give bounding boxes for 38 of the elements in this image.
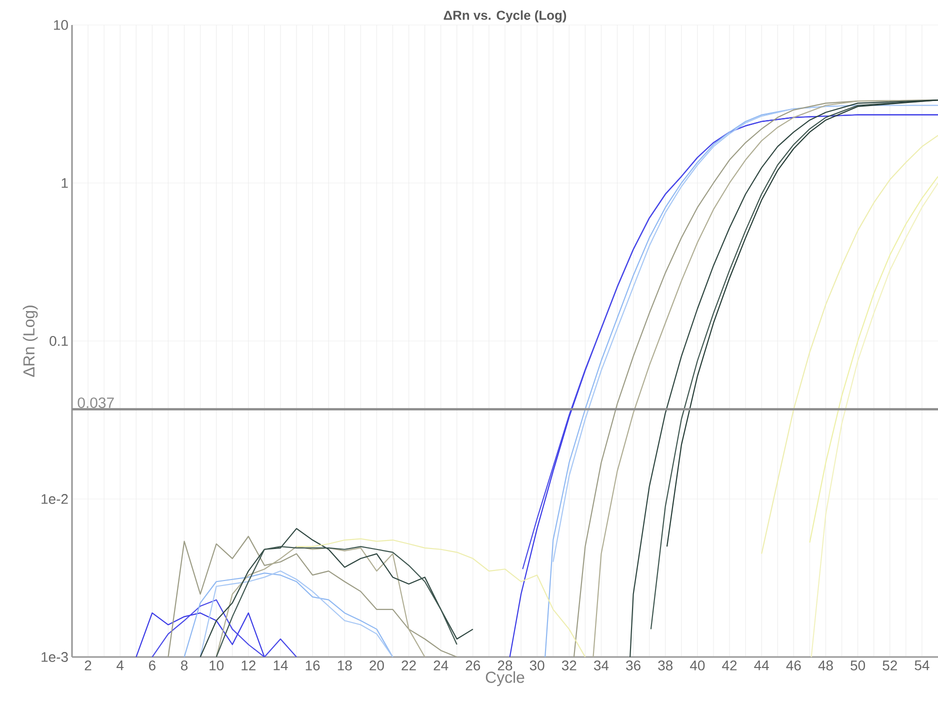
y-tick-label: 0.1 — [50, 336, 68, 346]
x-tick-label: 50 — [850, 660, 866, 670]
x-tick-label: 26 — [466, 660, 480, 670]
x-tick-label: 46 — [786, 660, 801, 670]
x-tick-label: 36 — [626, 660, 640, 670]
x-tick-label: 38 — [658, 660, 673, 670]
ref-line-label: 0.037 — [78, 397, 114, 408]
y-axis-title: ΔRn (Log) — [22, 306, 38, 377]
y-tick-label: 1 — [62, 178, 68, 188]
x-tick-label: 14 — [274, 660, 288, 670]
line-series — [809, 176, 938, 544]
x-tick-label: 16 — [306, 660, 320, 670]
x-tick-label: 30 — [530, 660, 544, 670]
x-tick-label: 4 — [116, 660, 124, 670]
x-tick-label: 8 — [180, 660, 188, 670]
x-tick-label: 42 — [722, 660, 737, 670]
x-tick-label: 12 — [242, 660, 256, 670]
x-tick-label: 2 — [84, 660, 92, 670]
x-axis-title: Cycle — [486, 671, 524, 686]
y-tick-label: 10 — [54, 20, 68, 30]
x-tick-label: 24 — [434, 660, 448, 670]
x-tick-label: 22 — [402, 660, 416, 670]
y-tick-label: 1e-3 — [42, 652, 68, 662]
x-tick-label: 40 — [690, 660, 705, 670]
x-tick-label: 18 — [338, 660, 352, 670]
x-tick-label: 44 — [754, 660, 769, 670]
x-tick-label: 52 — [882, 660, 897, 670]
x-tick-label: 20 — [370, 660, 384, 670]
x-tick-label: 28 — [498, 660, 512, 670]
x-tick-label: 54 — [914, 660, 930, 670]
x-tick-label: 6 — [149, 660, 156, 670]
x-tick-label: 32 — [562, 660, 576, 670]
line-series — [810, 182, 938, 658]
x-tick-label: 48 — [818, 660, 833, 670]
chart-title: ΔRn vs. Cycle (Log) — [444, 10, 566, 22]
x-tick-label: 10 — [210, 660, 224, 670]
x-tick-label: 34 — [594, 660, 609, 670]
y-tick-label: 1e-2 — [42, 494, 68, 504]
